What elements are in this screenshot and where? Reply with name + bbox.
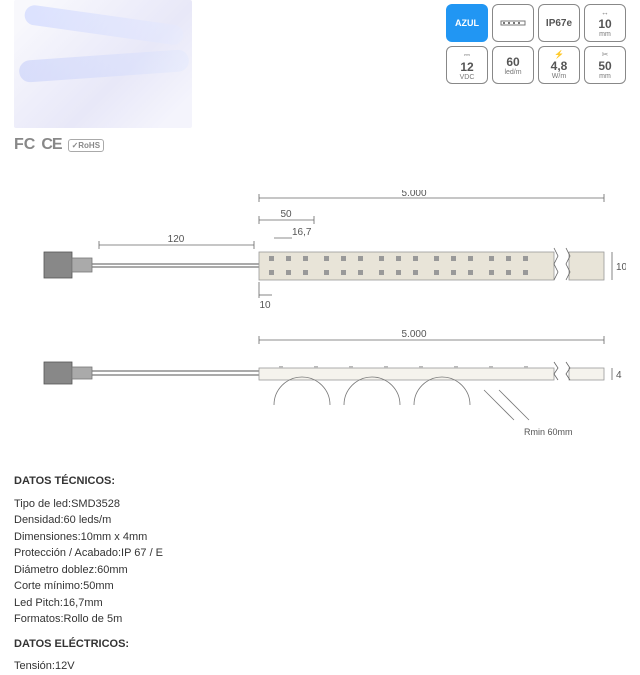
badge-power: ⚡4,8W/m xyxy=(538,46,580,84)
spec-label: Corte mínimo xyxy=(14,578,83,595)
cert-fcc: FC xyxy=(14,136,35,154)
spec-row: Protección / AcabadoIP 67 / E xyxy=(14,545,163,562)
svg-text:10: 10 xyxy=(259,300,271,311)
spec-label: Led Pitch xyxy=(14,595,63,612)
dim-total-top: 5.000 xyxy=(401,190,426,199)
specifications: DATOS TÉCNICOS: Tipo de ledSMD3528Densid… xyxy=(14,465,163,675)
spec-label: Diámetro doblez xyxy=(14,562,97,579)
spec-row: Tensión12V xyxy=(14,658,163,675)
badge-ip: IP67e xyxy=(538,4,580,42)
spec-value: 16,7mm xyxy=(63,595,103,612)
spec-badges: AZUL IP67e ↔10mm ⎓12VDC 60led/m ⚡4,8W/m … xyxy=(446,4,626,84)
svg-text:Rmin 60mm: Rmin 60mm xyxy=(524,427,573,437)
cert-ce: CE xyxy=(41,136,61,154)
spec-value: 12V xyxy=(55,658,75,675)
spec-label: Formatos xyxy=(14,611,64,628)
product-photo xyxy=(14,0,192,128)
svg-text:16,7: 16,7 xyxy=(292,227,312,238)
spec-label: Protección / Acabado xyxy=(14,545,121,562)
technical-diagram: 5.000 50 16,7 120 xyxy=(14,190,626,450)
spec-label: Tensión xyxy=(14,658,55,675)
spec-row: Led Pitch16,7mm xyxy=(14,595,163,612)
badge-color: AZUL xyxy=(446,4,488,42)
badge-density: 60led/m xyxy=(492,46,534,84)
spec-row: Diámetro doblez60mm xyxy=(14,562,163,579)
spec-label: Tipo de led xyxy=(14,496,71,513)
svg-text:50: 50 xyxy=(280,209,292,220)
cert-rohs: ✓RoHS xyxy=(68,139,104,152)
badge-cut: ✂50mm xyxy=(584,46,626,84)
certifications: FC CE ✓RoHS xyxy=(14,136,104,154)
spec-value: Rollo de 5m xyxy=(64,611,123,628)
spec-label: Densidad xyxy=(14,512,64,529)
spec-row: Tipo de ledSMD3528 xyxy=(14,496,163,513)
spec-row: FormatosRollo de 5m xyxy=(14,611,163,628)
spec-row: Densidad60 leds/m xyxy=(14,512,163,529)
spec-value: 60 leds/m xyxy=(64,512,112,529)
badge-strip-icon xyxy=(492,4,534,42)
spec-value: 60mm xyxy=(97,562,128,579)
spec-label: Dimensiones xyxy=(14,529,81,546)
elec-header: DATOS ELÉCTRICOS: xyxy=(14,636,163,653)
svg-text:10: 10 xyxy=(616,262,626,273)
spec-row: Dimensiones10mm x 4mm xyxy=(14,529,163,546)
tech-header: DATOS TÉCNICOS: xyxy=(14,473,163,490)
spec-value: 10mm x 4mm xyxy=(81,529,148,546)
badge-voltage: ⎓12VDC xyxy=(446,46,488,84)
svg-text:5.000: 5.000 xyxy=(401,329,426,340)
spec-value: 50mm xyxy=(83,578,114,595)
spec-value: SMD3528 xyxy=(71,496,120,513)
spec-value: IP 67 / E xyxy=(121,545,163,562)
spec-row: Corte mínimo50mm xyxy=(14,578,163,595)
svg-text:4: 4 xyxy=(616,370,622,381)
svg-text:120: 120 xyxy=(168,234,185,245)
badge-width: ↔10mm xyxy=(584,4,626,42)
